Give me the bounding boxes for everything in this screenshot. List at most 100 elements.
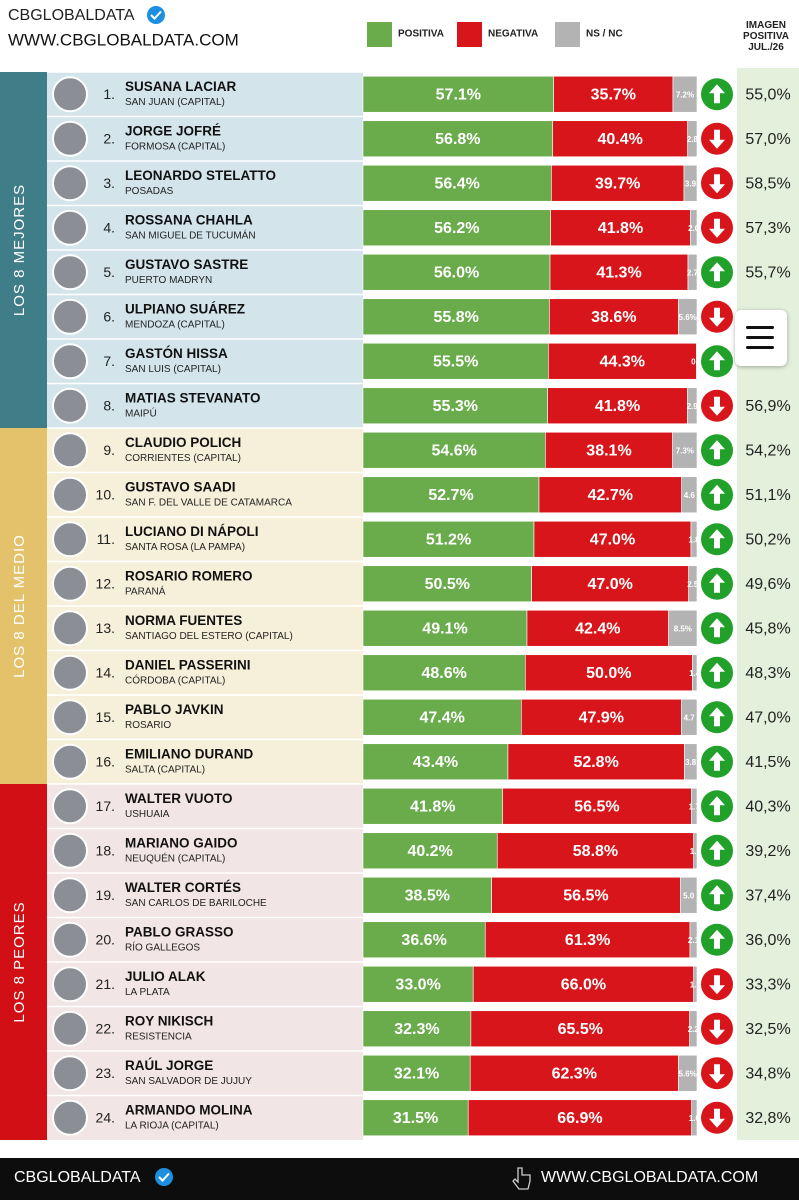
bar-value-label: 41.8%	[595, 398, 640, 415]
previous-value: 54,2%	[745, 442, 790, 459]
group-band	[0, 428, 47, 784]
photo	[52, 120, 88, 157]
previous-value: 51,1%	[745, 487, 790, 504]
photo	[52, 387, 88, 424]
trend-arrow	[709, 351, 725, 371]
bar-segment	[362, 164, 552, 202]
bar-value-label: 31.5%	[393, 1110, 438, 1127]
previous-value: 55,7%	[745, 264, 790, 281]
location: SANTA ROSA (LA PAMPA)	[125, 542, 245, 553]
bar-value-label: 2.8	[687, 135, 699, 144]
trend-arrow	[709, 84, 725, 104]
bar-value-label: 42.7%	[588, 487, 633, 504]
bar-segment	[362, 1054, 471, 1092]
footer-url: WWW.CBGLOBALDATA.COM	[541, 1169, 758, 1186]
photo	[52, 832, 88, 869]
bar-value-label: 61.3%	[565, 932, 610, 949]
bar-value-label: 3.8	[685, 758, 697, 767]
trend-arrow	[709, 1108, 725, 1128]
bar-value-label: 8.5%	[674, 624, 692, 633]
bar-value-label: 52.7%	[428, 487, 473, 504]
bar-value-label: 40.4%	[597, 131, 642, 148]
name: GASTÓN HISSA	[125, 346, 228, 361]
bar-segment	[672, 75, 698, 113]
trend-arrow	[709, 573, 725, 593]
rank: 24.	[96, 1109, 115, 1125]
bar-segment	[470, 1010, 690, 1048]
rank: 3.	[103, 175, 115, 191]
footer-brand: CBGLOBALDATA	[14, 1169, 141, 1186]
trend-arrow	[709, 929, 725, 949]
bar-segment	[690, 209, 698, 247]
bar-value-label: 66.9%	[557, 1110, 602, 1127]
previous-value: 41,5%	[745, 754, 790, 771]
previous-value: 55,0%	[745, 86, 790, 103]
bar-segment	[681, 476, 698, 514]
rank: 7.	[103, 353, 115, 369]
previous-value: 58,5%	[745, 175, 790, 192]
bar-segment	[362, 75, 555, 113]
bar-value-label: 55.3%	[433, 398, 478, 415]
rank: 17.	[96, 798, 115, 814]
menu-button[interactable]	[735, 310, 787, 366]
rank: 11.	[97, 531, 115, 547]
bar-value-label: 7.2%	[676, 90, 694, 99]
bar-segment	[526, 609, 669, 647]
legend-swatch	[457, 22, 482, 47]
trend-arrow	[709, 307, 725, 327]
trend-arrow	[709, 975, 725, 995]
location: POSADAS	[125, 186, 174, 197]
location: LA PLATA	[125, 987, 170, 998]
location: NEUQUÉN (CAPITAL)	[125, 851, 225, 864]
verified-check	[158, 1172, 170, 1182]
name: ROSARIO ROMERO	[125, 568, 253, 583]
photo	[52, 521, 88, 558]
previous-value: 36,0%	[745, 932, 790, 949]
bar-value-label: 39.7%	[595, 175, 640, 192]
photo	[52, 165, 88, 202]
previous-value: 57,0%	[745, 131, 790, 148]
photo	[52, 743, 88, 780]
bar-value-label: 4.7	[684, 713, 696, 722]
bar-segment	[690, 520, 698, 558]
rank: 1.	[103, 86, 115, 102]
previous-value: 40,3%	[745, 798, 790, 815]
name: ROY NIKISCH	[125, 1013, 213, 1028]
photo	[52, 966, 88, 1003]
bar-segment	[362, 876, 492, 914]
bar-value-label: 56.0%	[434, 264, 479, 281]
name: DANIEL PASSERINI	[125, 657, 251, 672]
bar-value-label: 50.5%	[425, 576, 470, 593]
bar-value-label: 1.8	[688, 535, 700, 544]
bar-value-label: 50.0%	[586, 665, 631, 682]
bar-segment	[550, 209, 691, 247]
name: ROSSANA CHAHLA	[125, 212, 253, 227]
name: GUSTAVO SASTRE	[125, 257, 248, 272]
photo	[52, 209, 88, 246]
name: GUSTAVO SAADI	[125, 479, 236, 494]
location: MAIPÚ	[125, 406, 157, 419]
photo	[52, 1055, 88, 1092]
bar-segment	[693, 832, 698, 870]
bar-segment	[683, 164, 698, 202]
trend-arrow	[709, 662, 725, 682]
photo	[52, 298, 88, 335]
previous-value: 34,8%	[745, 1065, 790, 1082]
trend-arrow	[709, 796, 725, 816]
bar-segment	[681, 698, 698, 736]
bar-value-label: 41.3%	[596, 264, 641, 281]
name: JORGE JOFRÉ	[125, 123, 221, 138]
rank: 8.	[103, 397, 115, 413]
name: MARIANO GAIDO	[125, 835, 238, 850]
previous-value: 32,8%	[745, 1110, 790, 1127]
trend-arrow	[709, 751, 725, 771]
bar-segment	[362, 253, 551, 291]
bar-value-label: 52.8%	[573, 754, 618, 771]
bar-segment	[679, 876, 698, 914]
bar-segment	[688, 565, 698, 603]
bar-segment	[547, 387, 688, 425]
bar-segment	[362, 1010, 472, 1048]
bar-value-label: 58.8%	[573, 843, 618, 860]
bar-value-label: 2.1	[688, 936, 700, 945]
bar-segment	[687, 387, 698, 425]
